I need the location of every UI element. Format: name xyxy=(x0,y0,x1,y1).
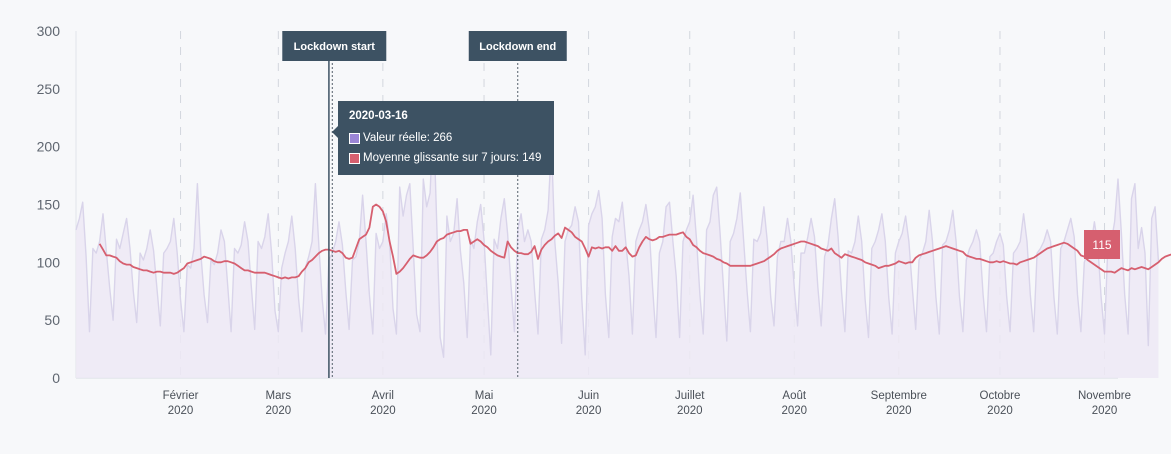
real-value-swatch-icon xyxy=(349,132,360,144)
x-tick-year: 2020 xyxy=(370,405,396,417)
tooltip-row-average: Moyenne glissante sur 7 jours: 149 xyxy=(349,148,543,168)
real-value-area-fill xyxy=(76,114,1159,379)
x-tick-year: 2020 xyxy=(677,405,703,417)
x-axis: Février 2020 Mars 2020 Avril 2020 Mai 2020 Juin 2… xyxy=(163,390,1131,417)
x-tick-label: Avril xyxy=(372,390,394,402)
x-tick-year: 2020 xyxy=(886,405,912,417)
x-tick-label: Août xyxy=(782,390,806,402)
y-tick-label: 200 xyxy=(37,139,61,155)
moving-average-path xyxy=(98,203,1171,280)
average-swatch-icon xyxy=(349,152,360,164)
tooltip-date: 2020-03-16 xyxy=(349,110,408,122)
event-markers: Lockdown start Lockdown end xyxy=(282,31,567,378)
tooltip-arrow xyxy=(332,126,338,138)
x-tick-year: 2020 xyxy=(576,405,602,417)
event-flag xyxy=(282,31,387,61)
x-tick-label: Février xyxy=(163,390,199,402)
event-flag-label: Lockdown end xyxy=(479,41,556,53)
real-value-line xyxy=(75,113,1160,358)
tooltip-row-real: Valeur réelle: 266 xyxy=(349,128,543,148)
y-tick-label: 250 xyxy=(37,81,61,97)
x-tick-label: Juillet xyxy=(675,390,705,402)
x-tick-label: Mars xyxy=(266,390,292,402)
x-tick-year: 2020 xyxy=(168,405,194,417)
x-tick-label: Octobre xyxy=(980,390,1021,402)
y-tick-label: 300 xyxy=(37,23,61,39)
x-tick-label: Juin xyxy=(578,390,599,402)
hover-tooltip: 2020-03-16 Valeur réelle: 266 Moyenne gl… xyxy=(332,101,554,175)
real-value-path xyxy=(75,113,1160,358)
moving-average-line xyxy=(98,203,1171,280)
real-value-area xyxy=(76,114,1159,379)
last-value-badge: 115 xyxy=(1084,230,1120,259)
x-tick-year: 2020 xyxy=(471,405,497,417)
x-tick-year: 2020 xyxy=(1092,405,1118,417)
y-tick-label: 100 xyxy=(37,254,61,270)
tooltip-real-value: Valeur réelle: 266 xyxy=(363,132,453,144)
event-flag-label: Lockdown start xyxy=(294,41,376,53)
tooltip-average-value: Moyenne glissante sur 7 jours: 149 xyxy=(363,152,542,164)
x-tick-label: Novembre xyxy=(1078,390,1131,402)
x-tick-year: 2020 xyxy=(266,405,292,417)
x-tick-label: Mai xyxy=(475,390,494,402)
y-tick-label: 0 xyxy=(52,370,60,386)
x-tick-year: 2020 xyxy=(781,405,807,417)
y-tick-label: 50 xyxy=(44,312,60,328)
x-tick-year: 2020 xyxy=(987,405,1013,417)
y-tick-label: 150 xyxy=(37,197,61,213)
y-axis: 0 50 100 150 200 250 300 xyxy=(37,23,61,386)
x-tick-label: Septembre xyxy=(871,390,927,402)
event-flag xyxy=(468,31,567,61)
